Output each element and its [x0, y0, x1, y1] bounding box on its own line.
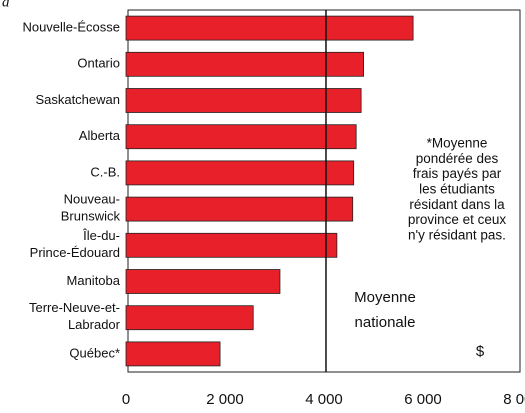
bar [125, 305, 254, 331]
bar [125, 232, 338, 258]
y-tick-label-line: Prince-Édouard [30, 245, 120, 260]
note: les étudiants [419, 181, 495, 196]
reference-label: Moyenne [354, 289, 416, 306]
y-tick-label: Île-du- Prince-Édouard [30, 228, 120, 260]
note: frais payés par [413, 166, 502, 181]
bar [125, 196, 354, 222]
corner-label: a [2, 0, 10, 10]
note: pondérée des [416, 151, 499, 166]
bar [125, 269, 281, 294]
y-tick-label: C.-B. [90, 164, 120, 179]
y-tick-label: Saskatchewan [35, 92, 120, 107]
x-tick-label: 0 [122, 391, 130, 408]
bar [125, 341, 221, 367]
bar [125, 51, 365, 77]
x-tick-label: 2 000 [206, 391, 244, 408]
y-tick-label: Alberta [79, 128, 121, 143]
y-tick-label: Nouveau- Brunswick [61, 192, 121, 224]
y-tick-label-line: Île-du- [82, 228, 120, 243]
plot-frame [127, 9, 521, 373]
bar [125, 88, 362, 113]
y-tick-label: Québec* [69, 345, 120, 360]
note: province et ceux [408, 212, 507, 227]
y-tick-label-line: Labrador [68, 318, 121, 333]
reference-label: nationale [355, 314, 416, 331]
x-tick-label: 4 000 [305, 391, 343, 408]
x-tick-label: 8 000 [503, 391, 525, 408]
y-tick-label-line: Nouveau- [64, 192, 120, 207]
y-tick-label: Terre-Neuve-et- Labrador [29, 301, 121, 333]
y-tick-label: Manitoba [67, 273, 121, 288]
unit-label: $ [476, 343, 485, 360]
y-tick-label-line: Terre-Neuve-et- [29, 301, 120, 316]
y-tick-label: Ontario [77, 56, 120, 71]
bar [125, 124, 357, 150]
y-tick-label-line: Brunswick [61, 209, 121, 224]
note: n'y résidant pas. [408, 227, 506, 242]
bar [125, 15, 414, 41]
y-tick-label: Nouvelle-Écosse [22, 20, 120, 35]
note: *Moyenne [427, 136, 488, 151]
bar [125, 160, 355, 186]
x-tick-label: 6 000 [404, 391, 442, 408]
note: résidant dans la [409, 197, 505, 212]
